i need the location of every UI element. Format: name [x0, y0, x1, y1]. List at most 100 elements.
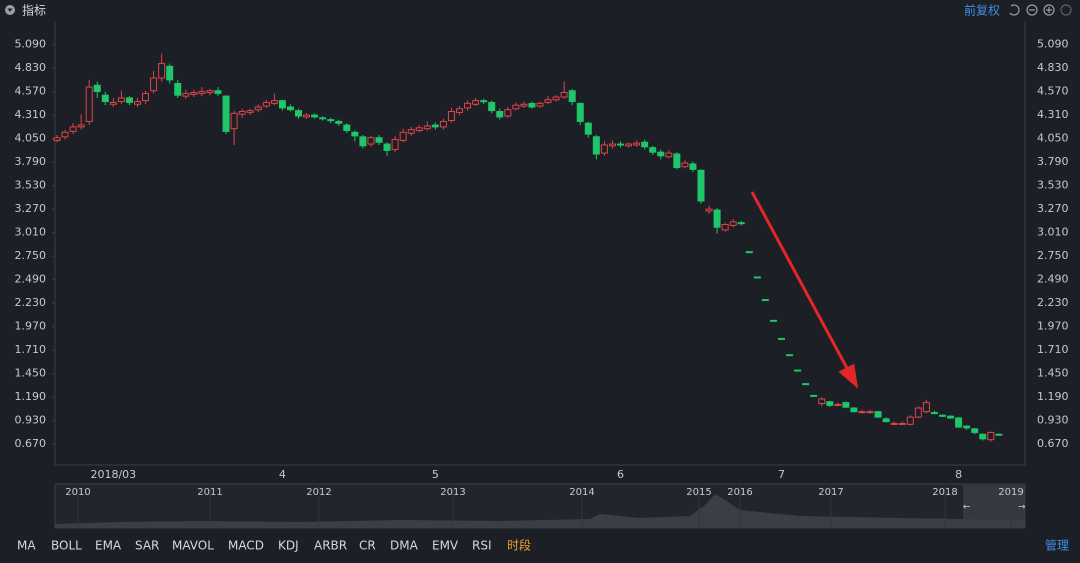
y2-tick-label: 4.830 — [1037, 61, 1069, 74]
candle-body — [295, 110, 302, 117]
candle-body — [842, 402, 850, 408]
navigator-label: 2017 — [818, 487, 843, 498]
plot-frame — [54, 22, 1026, 466]
indicator-tab[interactable]: EMV — [432, 539, 459, 553]
candle-body — [351, 131, 359, 137]
candle-body — [544, 99, 552, 103]
window-handle-right[interactable]: → — [1018, 503, 1026, 513]
candle-body — [689, 163, 697, 170]
indicator-tab[interactable]: MAVOL — [172, 539, 214, 553]
x-tick-label: 8 — [955, 468, 962, 481]
candle-body — [786, 354, 794, 357]
candle-body — [439, 120, 447, 128]
candle-body — [818, 398, 826, 405]
settings-icon[interactable] — [1060, 4, 1072, 16]
candle-body — [472, 100, 480, 105]
candle-body — [480, 100, 488, 103]
candle-body — [705, 208, 713, 212]
candle-body — [761, 299, 769, 302]
indicator-tab[interactable]: RSI — [472, 539, 492, 553]
candle-body — [649, 147, 657, 153]
candle-body — [117, 97, 125, 103]
arrow-shaft — [750, 191, 850, 371]
y-tick-label: 1.450 — [15, 367, 47, 380]
indicator-tab[interactable]: ARBR — [314, 539, 347, 553]
candle-body — [93, 84, 101, 93]
candle-body — [464, 102, 472, 109]
indicator-tab[interactable]: SAR — [135, 539, 159, 553]
candle-body — [930, 412, 938, 415]
candle-body — [53, 137, 61, 141]
navigator-label: 2013 — [440, 487, 465, 498]
candle-body — [753, 276, 761, 279]
y2-tick-label: 3.530 — [1037, 179, 1069, 192]
candle-body — [270, 100, 278, 104]
candle-body — [230, 112, 238, 130]
candle-body — [834, 403, 842, 406]
candle-body — [810, 394, 818, 397]
candle-body — [278, 100, 286, 109]
candle-body — [85, 86, 93, 122]
candle-body — [504, 109, 512, 117]
window-handle-left[interactable]: ← — [963, 503, 971, 513]
x-tick-label: 7 — [778, 468, 785, 481]
indicator-tab[interactable]: CR — [359, 539, 376, 553]
candle-body — [166, 65, 174, 81]
candle-body — [745, 251, 753, 254]
y-tick-label: 3.790 — [15, 155, 47, 168]
navigator-label: 2014 — [569, 487, 594, 498]
candle-body — [874, 411, 882, 418]
candle-body — [343, 124, 351, 131]
candle-body — [488, 101, 496, 112]
candle-body — [222, 95, 230, 132]
candle-body — [914, 407, 922, 418]
y-tick-label: 3.530 — [15, 179, 47, 192]
candle-body — [158, 63, 166, 79]
y-tick-label: 4.830 — [15, 61, 47, 74]
indicator-tab[interactable]: KDJ — [278, 539, 299, 553]
y2-tick-label: 1.190 — [1037, 390, 1069, 403]
candle-body — [198, 91, 206, 94]
candle-body — [311, 114, 319, 118]
candle-body — [77, 124, 85, 128]
y-tick-label: 4.050 — [15, 132, 47, 145]
zoom-out-icon[interactable] — [1026, 4, 1038, 16]
indicator-tab[interactable]: MACD — [228, 539, 264, 553]
manage-button[interactable]: 管理 — [1045, 538, 1069, 553]
navigator-area — [55, 494, 1025, 528]
zoom-in-icon[interactable] — [1043, 4, 1055, 16]
candle-body — [238, 111, 246, 115]
candle-body — [794, 369, 802, 372]
indicator-tab[interactable]: MA — [17, 539, 36, 553]
y2-tick-label: 2.490 — [1037, 273, 1069, 286]
candle-body — [101, 94, 109, 103]
candle-body — [947, 415, 955, 419]
y-tick-label: 4.570 — [15, 85, 47, 98]
candle-body — [134, 101, 141, 105]
adjust-mode[interactable]: 前复权 — [964, 3, 1000, 18]
indicator-tab[interactable]: 时段 — [507, 538, 531, 553]
candle-body — [673, 153, 681, 169]
candle-body — [391, 139, 399, 150]
candle-body — [150, 77, 158, 92]
candle-body — [254, 106, 262, 111]
candle-body — [262, 101, 270, 107]
candle-body — [778, 337, 785, 340]
navigator-window[interactable] — [963, 485, 1025, 527]
candle-body — [641, 141, 649, 148]
candle-body — [190, 92, 198, 95]
y-tick-label: 2.230 — [15, 296, 47, 309]
candle-body — [447, 111, 455, 122]
indicator-tab[interactable]: EMA — [95, 539, 122, 553]
candle-body — [955, 417, 963, 428]
candle-body — [552, 96, 560, 101]
indicator-tab[interactable]: DMA — [390, 539, 419, 553]
reset-icon[interactable] — [1009, 4, 1020, 16]
y2-tick-label: 0.930 — [1037, 414, 1069, 427]
indicator-tab[interactable]: BOLL — [51, 539, 82, 553]
navigator-label: 2012 — [306, 487, 331, 498]
candle-body — [987, 431, 995, 441]
candle-body — [415, 127, 423, 131]
y2-tick-label: 3.270 — [1037, 202, 1069, 215]
candle-body — [142, 92, 150, 102]
